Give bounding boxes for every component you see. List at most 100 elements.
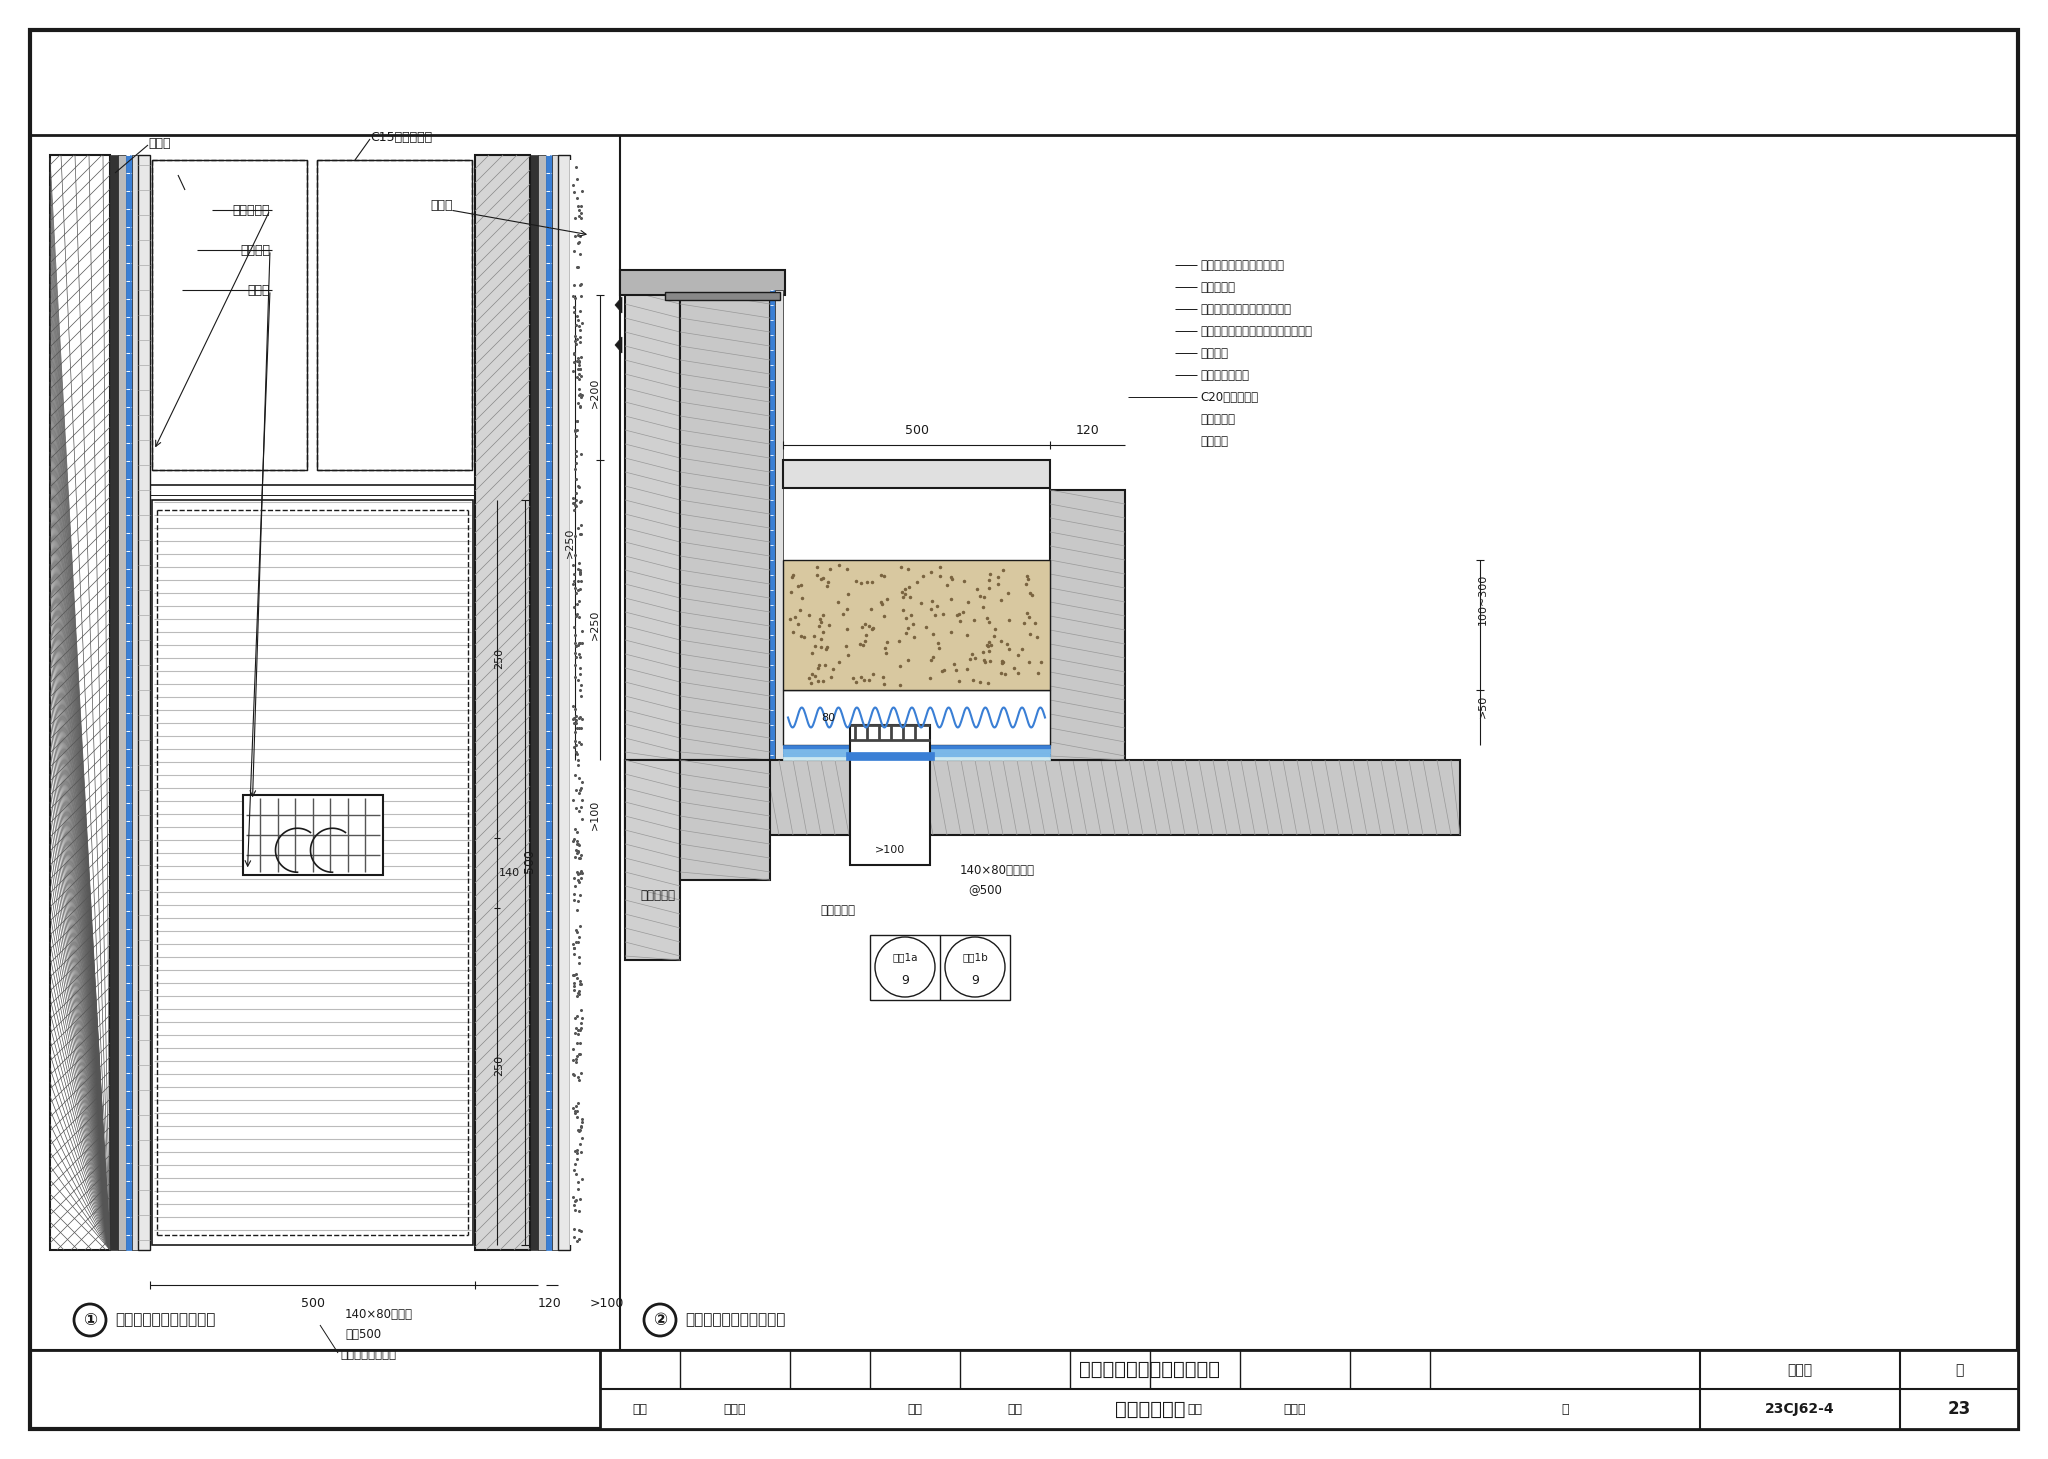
Text: 女儿墙高度见具体工程设计: 女儿墙高度见具体工程设计	[1200, 258, 1284, 271]
Polygon shape	[614, 337, 623, 353]
Text: 23: 23	[1948, 1401, 1970, 1418]
Text: 页: 页	[1561, 1402, 1569, 1415]
Text: 水泥钉金属，压条固定，密封胶密封: 水泥钉金属，压条固定，密封胶密封	[1200, 324, 1313, 337]
Text: >100: >100	[590, 1297, 625, 1310]
Text: 防水构造做法: 防水构造做法	[1114, 1399, 1186, 1418]
Text: >100: >100	[874, 845, 905, 855]
Text: 120: 120	[1075, 425, 1100, 438]
Text: 23CJ62-4: 23CJ62-4	[1765, 1402, 1835, 1417]
Circle shape	[643, 1304, 676, 1336]
Text: C15混凝土挡墙: C15混凝土挡墙	[371, 130, 432, 143]
Text: 80: 80	[821, 712, 836, 722]
Text: >100: >100	[590, 800, 600, 830]
Bar	[242, 795, 383, 875]
Bar	[569, 160, 586, 1245]
Text: 端部粘牢: 端部粘牢	[1200, 435, 1229, 448]
Text: 中距500: 中距500	[344, 1329, 381, 1341]
Bar	[782, 757, 1051, 760]
Bar	[31, 136, 2017, 1350]
Text: 防水附加层: 防水附加层	[639, 889, 676, 902]
Bar	[152, 500, 473, 1245]
Text: 涤丙土工布: 涤丙土工布	[1200, 413, 1235, 426]
Text: 密封胶密封: 密封胶密封	[1200, 280, 1235, 293]
Bar	[850, 725, 930, 865]
Text: >250: >250	[565, 528, 575, 557]
Bar	[680, 760, 770, 880]
Text: C20混凝土挡墙: C20混凝土挡墙	[1200, 391, 1257, 404]
Text: 成品金属盖板，膨胀螺栓固定: 成品金属盖板，膨胀螺栓固定	[1200, 302, 1290, 315]
Text: 140×80高排水孔: 140×80高排水孔	[961, 864, 1034, 877]
Bar	[547, 155, 553, 1250]
Bar	[625, 760, 680, 960]
Bar	[666, 292, 780, 301]
Circle shape	[944, 937, 1006, 996]
Bar	[782, 753, 1051, 757]
Text: 100~300: 100~300	[1479, 573, 1489, 624]
Bar	[770, 290, 774, 781]
Text: 审核: 审核	[633, 1402, 647, 1415]
Bar	[621, 270, 784, 295]
Text: ②: ②	[653, 1312, 668, 1329]
Bar	[782, 560, 1051, 690]
Text: 张明: 张明	[1008, 1402, 1022, 1415]
Text: 250: 250	[494, 1055, 504, 1077]
Text: 140×80排水孔: 140×80排水孔	[344, 1309, 414, 1322]
Bar	[131, 155, 137, 1250]
Text: 张征标: 张征标	[1284, 1402, 1307, 1415]
Bar	[530, 155, 539, 1250]
Bar	[111, 155, 119, 1250]
Text: 500: 500	[524, 849, 537, 872]
Bar	[119, 155, 127, 1250]
Text: 种植屋面女儿墙直式水落口: 种植屋面女儿墙直式水落口	[1079, 1360, 1221, 1379]
Bar	[553, 155, 557, 1250]
Bar	[774, 290, 782, 781]
Text: 设计: 设计	[1188, 1402, 1202, 1415]
Text: 密封胶密封: 密封胶密封	[819, 903, 854, 916]
Bar	[625, 760, 1460, 835]
Text: 肖华春: 肖华春	[723, 1402, 745, 1415]
Polygon shape	[614, 298, 623, 314]
Text: 9: 9	[971, 973, 979, 986]
Text: 500: 500	[301, 1297, 324, 1310]
Bar	[1051, 490, 1124, 760]
Text: 500: 500	[905, 425, 928, 438]
Text: >200: >200	[590, 378, 600, 409]
Text: 校对: 校对	[907, 1402, 922, 1415]
Bar	[317, 160, 471, 470]
Circle shape	[74, 1304, 106, 1336]
Bar	[127, 155, 131, 1250]
Circle shape	[874, 937, 936, 996]
Text: >250: >250	[590, 610, 600, 641]
Text: 种植土: 种植土	[430, 198, 453, 212]
Text: 页: 页	[1954, 1363, 1964, 1377]
Text: 防水附加层边界线: 防水附加层边界线	[340, 1348, 395, 1361]
Text: >50: >50	[1479, 694, 1489, 718]
Text: 女儿墙直式水落口平面图: 女儿墙直式水落口平面图	[115, 1313, 215, 1328]
Bar	[870, 935, 1010, 999]
Text: 图集号: 图集号	[1788, 1363, 1812, 1377]
Bar	[782, 460, 1051, 487]
Bar	[782, 690, 1051, 746]
Text: 种屋1b: 种屋1b	[963, 953, 987, 961]
Bar	[680, 290, 770, 781]
Text: 水落口: 水落口	[248, 283, 270, 296]
Text: 铸铁篦子: 铸铁篦子	[240, 244, 270, 257]
Text: @500: @500	[969, 884, 1001, 896]
Bar	[600, 1350, 2017, 1428]
Bar	[782, 746, 1051, 748]
Bar	[49, 155, 111, 1250]
Bar	[152, 160, 307, 470]
Bar	[625, 290, 680, 781]
Bar	[782, 748, 1051, 753]
Bar	[557, 155, 569, 1250]
Text: 9: 9	[901, 973, 909, 986]
Text: 架空走道板: 架空走道板	[233, 203, 270, 216]
Bar	[782, 748, 1051, 753]
Text: 250: 250	[494, 648, 504, 668]
Text: 种屋1a: 种屋1a	[893, 953, 918, 961]
Text: 女儿墙: 女儿墙	[147, 137, 170, 149]
Text: 预制架空走道板: 预制架空走道板	[1200, 369, 1249, 381]
Bar	[846, 751, 934, 760]
Bar	[137, 155, 150, 1250]
Text: 女儿墙直式水落口剖面图: 女儿墙直式水落口剖面图	[684, 1313, 784, 1328]
